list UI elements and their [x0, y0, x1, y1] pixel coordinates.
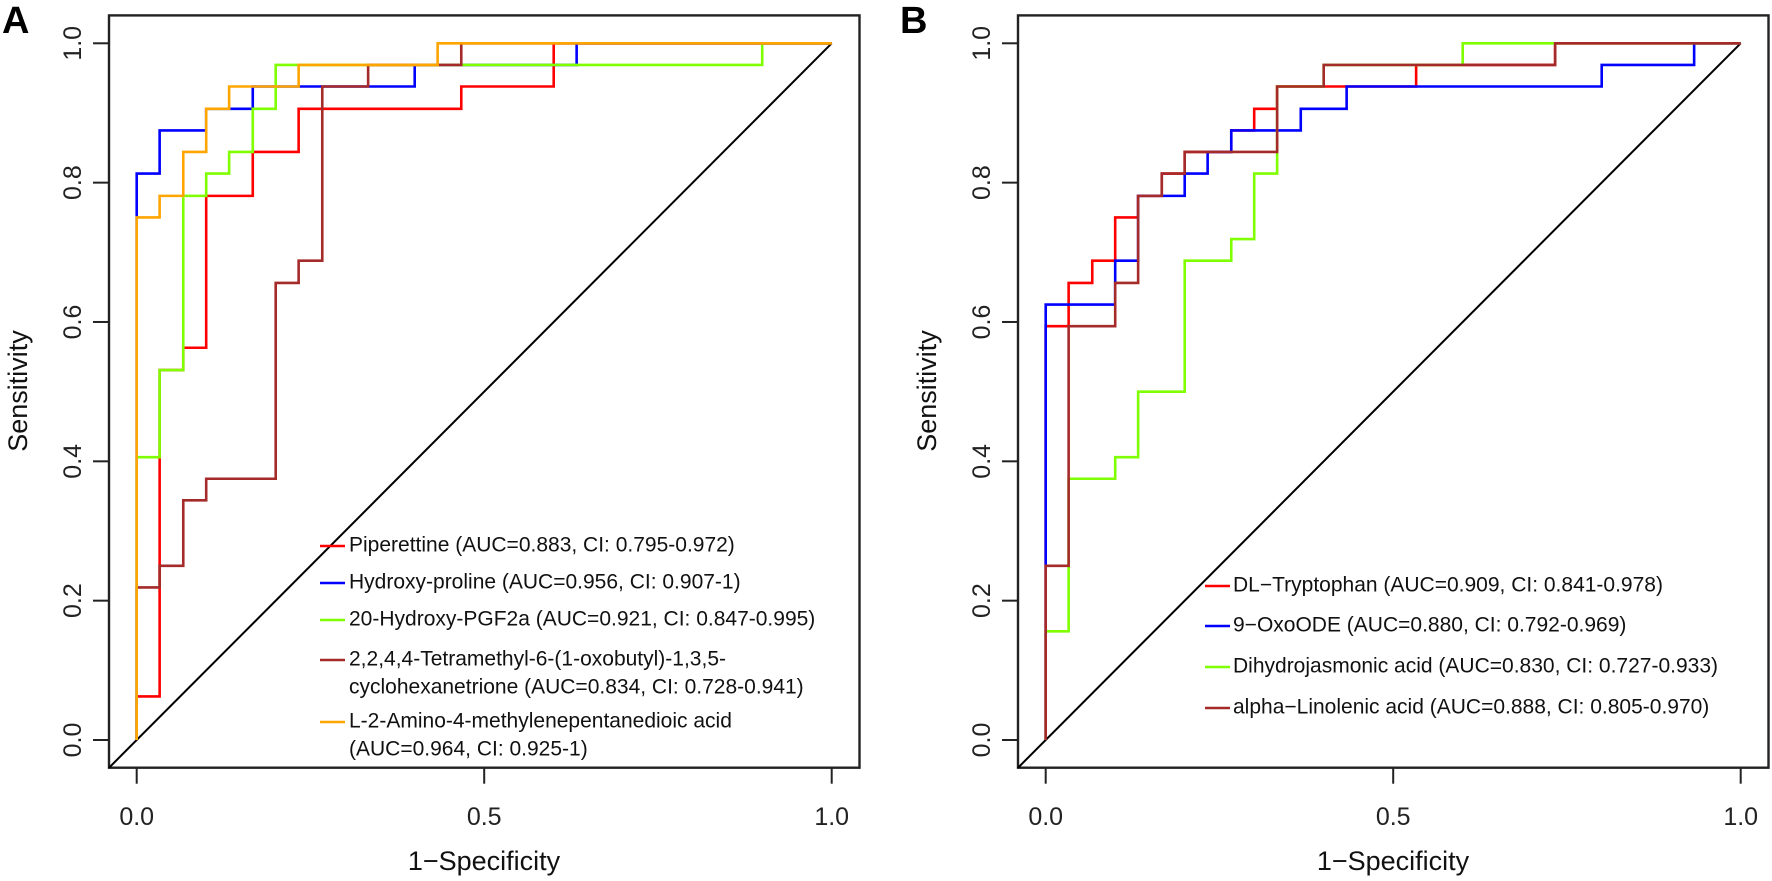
- panel-b-reference-diagonal: [1017, 42, 1742, 769]
- panel-a-legend-item: L-2-Amino-4-methylenepentanedioic acid (…: [320, 710, 732, 761]
- panel-b-legend-item: DL−Tryptophan (AUC=0.909, CI: 0.841-0.97…: [1205, 574, 1663, 597]
- panel-a-roc-curve-5: [135, 42, 832, 740]
- panel-letter-a: A: [2, 0, 29, 42]
- panel-a-y-tick-label: 0.6: [59, 305, 87, 340]
- legend-label: (AUC=0.964, CI: 0.925-1): [349, 738, 588, 761]
- panel-letter-b: B: [900, 0, 927, 42]
- legend-label: DL−Tryptophan (AUC=0.909, CI: 0.841-0.97…: [1233, 574, 1663, 597]
- panel-b-y-tick-label: 0.0: [968, 723, 996, 758]
- legend-label: Piperettine (AUC=0.883, CI: 0.795-0.972): [349, 534, 735, 557]
- panel-b-x-axis-title: 1−Specificity: [1317, 846, 1470, 876]
- panel-b-y-tick-label: 0.6: [968, 305, 996, 340]
- panel-b-roc-curve-4: [1044, 42, 1741, 740]
- panel-b-x-tick-label: 1.0: [1723, 803, 1758, 831]
- panel-a-y-tick-label: 0.4: [59, 444, 87, 479]
- panel-a-y-tick-label: 0.0: [59, 723, 87, 758]
- panel-a-roc-chart: 0.0 0.2 0.4 0.6 0.8 1.0 0.0 0.5 1.0 Piperettine (…: [2, 0, 861, 876]
- panel-a-y-tick-label: 1.0: [59, 26, 87, 61]
- panel-b-y-tick-label: 0.2: [968, 583, 996, 618]
- legend-label: alpha−Linolenic acid (AUC=0.888, CI: 0.8…: [1233, 696, 1709, 719]
- panel-a-x-tick-label: 0.5: [467, 803, 502, 831]
- panel-a-legend-item: Hydroxy-proline (AUC=0.956, CI: 0.907-1): [320, 571, 741, 594]
- panel-a-legend: Piperettine (AUC=0.883, CI: 0.795-0.972)…: [320, 534, 815, 761]
- panel-a-reference-diagonal: [108, 42, 833, 769]
- legend-label: cyclohexanetrione (AUC=0.834, CI: 0.728-…: [349, 676, 804, 699]
- panel-a-y-tick-label: 0.8: [59, 165, 87, 200]
- panel-b-y-tick-label: 1.0: [968, 26, 996, 61]
- panel-b-y-tick-label: 0.8: [968, 165, 996, 200]
- panel-a-y-axis-title: Sensitivity: [3, 330, 33, 452]
- panel-a-legend-item: 20-Hydroxy-PGF2a (AUC=0.921, CI: 0.847-0…: [320, 608, 815, 631]
- panel-b-legend: DL−Tryptophan (AUC=0.909, CI: 0.841-0.97…: [1205, 574, 1718, 719]
- panel-b-legend-item: 9−OxoODE (AUC=0.880, CI: 0.792-0.969): [1205, 614, 1626, 637]
- legend-label: L-2-Amino-4-methylenepentanedioic acid: [349, 710, 732, 733]
- legend-label: Dihydrojasmonic acid (AUC=0.830, CI: 0.7…: [1233, 655, 1718, 678]
- legend-label: 2,2,4,4-Tetramethyl-6-(1-oxobutyl)-1,3,5…: [349, 648, 726, 671]
- panel-b-legend-item: alpha−Linolenic acid (AUC=0.888, CI: 0.8…: [1205, 696, 1709, 719]
- panel-a-legend-item: Piperettine (AUC=0.883, CI: 0.795-0.972): [320, 534, 735, 557]
- panel-b-roc-chart: 0.0 0.2 0.4 0.6 0.8 1.0 0.0 0.5 1.0 DL−Tryptophan…: [900, 0, 1770, 876]
- panel-b-legend-item: Dihydrojasmonic acid (AUC=0.830, CI: 0.7…: [1205, 655, 1718, 678]
- panel-b-y-axis-title: Sensitivity: [912, 330, 942, 452]
- panel-b-y-tick-label: 0.4: [968, 444, 996, 479]
- panel-a-x-tick-label: 1.0: [814, 803, 849, 831]
- panel-b-x-tick-label: 0.5: [1376, 803, 1411, 831]
- panel-a-x-tick-label: 0.0: [119, 803, 154, 831]
- panel-b-x-tick-label: 0.0: [1028, 803, 1063, 831]
- legend-label: Hydroxy-proline (AUC=0.956, CI: 0.907-1): [349, 571, 741, 594]
- panel-a-x-axis-title: 1−Specificity: [408, 846, 561, 876]
- panel-a-y-tick-label: 0.2: [59, 583, 87, 618]
- panel-a-roc-curve-1: [135, 42, 832, 740]
- panel-a-legend-item: 2,2,4,4-Tetramethyl-6-(1-oxobutyl)-1,3,5…: [320, 648, 804, 699]
- legend-label: 20-Hydroxy-PGF2a (AUC=0.921, CI: 0.847-0…: [349, 608, 815, 631]
- legend-label: 9−OxoODE (AUC=0.880, CI: 0.792-0.969): [1233, 614, 1626, 637]
